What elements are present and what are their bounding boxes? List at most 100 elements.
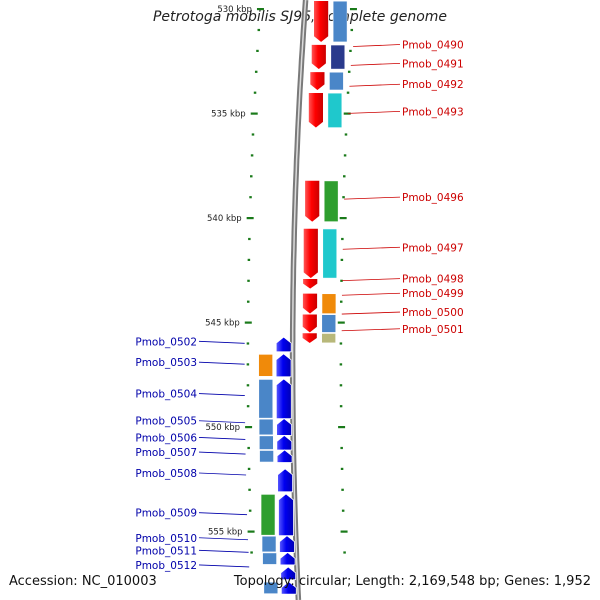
label-leader xyxy=(198,537,249,541)
label-leader xyxy=(344,196,401,200)
tick-mark-inner xyxy=(246,363,250,366)
tick-mark-outer xyxy=(349,8,357,11)
cds-arrow-Pmob_0500 xyxy=(301,313,318,334)
tick-mark-outer xyxy=(340,530,348,533)
label-leader xyxy=(198,549,249,553)
cog-bar-Pmob_0504 xyxy=(258,379,274,419)
gene-label-Pmob_0508: Pmob_0508 xyxy=(135,468,197,480)
tick-mark-inner xyxy=(247,467,251,470)
gene-label-Pmob_0504: Pmob_0504 xyxy=(135,389,197,401)
tick-mark-outer xyxy=(339,342,343,345)
tick-mark-outer xyxy=(339,363,343,366)
cog-bar-Pmob_0511 xyxy=(262,552,277,565)
cog-bar-Pmob_0496 xyxy=(323,180,339,222)
tick-mark-inner xyxy=(246,342,250,345)
label-leader xyxy=(347,111,401,114)
tick-mark-outer xyxy=(346,91,350,94)
label-leader xyxy=(341,292,401,296)
cog-bar-Pmob_0506 xyxy=(259,435,274,450)
label-leader xyxy=(353,44,401,47)
label-leader xyxy=(341,328,401,332)
tick-mark-inner xyxy=(254,70,258,73)
tick-mark-outer xyxy=(341,509,345,512)
gene-label-Pmob_0503: Pmob_0503 xyxy=(135,357,197,369)
tick-mark-outer xyxy=(341,237,344,241)
cds-arrow-Pmob_0502 xyxy=(275,336,292,353)
accession-text: Accession: NC_010003 xyxy=(9,574,157,589)
scale-label: 540 kbp xyxy=(207,214,242,224)
genome-backbone-highlight xyxy=(291,0,307,600)
label-leader xyxy=(198,361,245,365)
tick-mark-outer xyxy=(340,258,344,261)
tick-mark-outer xyxy=(349,49,352,52)
gene-label-Pmob_0491: Pmob_0491 xyxy=(402,58,464,70)
cds-arrow-Pmob_0493 xyxy=(307,92,324,129)
cds-arrow-Pmob_0508 xyxy=(277,468,294,493)
tick-mark-inner xyxy=(250,112,258,115)
tick-mark-outer xyxy=(344,133,348,136)
tick-mark-inner xyxy=(247,446,250,450)
label-leader xyxy=(198,393,245,396)
tick-mark-inner xyxy=(253,91,257,94)
map-title: Petrotoga mobilis SJ95, complete genome xyxy=(152,9,448,25)
tick-mark-inner xyxy=(248,237,251,241)
label-leader xyxy=(198,420,246,424)
cds-arrow-Pmob_0507 xyxy=(276,449,293,463)
label-leader xyxy=(198,437,246,440)
tick-mark-inner xyxy=(246,300,250,303)
label-leader xyxy=(349,83,401,87)
tick-mark-inner xyxy=(257,28,261,32)
cog-bar-Pmob_0507 xyxy=(259,450,274,463)
cds-arrow-Pmob_0498 xyxy=(302,278,319,290)
cds-arrow-Pmob_0499 xyxy=(302,292,318,315)
cog-bar-Pmob_0509 xyxy=(260,494,276,536)
tick-mark-inner xyxy=(246,405,250,408)
tick-mark-inner xyxy=(256,49,259,52)
tick-mark-outer xyxy=(350,28,354,32)
tick-mark-outer xyxy=(339,384,343,387)
tick-mark-inner xyxy=(247,530,255,533)
gene-label-Pmob_0493: Pmob_0493 xyxy=(402,106,464,118)
cog-bar-Pmob_0499 xyxy=(321,293,337,314)
cds-arrow-Pmob_0490 xyxy=(313,0,330,43)
tick-mark-inner xyxy=(244,321,252,324)
scale-label: 545 kbp xyxy=(205,319,240,329)
gene-label-Pmob_0497: Pmob_0497 xyxy=(402,242,464,254)
tick-mark-outer xyxy=(337,321,345,324)
tick-mark-inner xyxy=(256,8,264,11)
cog-bar-Pmob_0497 xyxy=(322,228,338,279)
cog-bar-Pmob_0501 xyxy=(321,333,336,344)
cds-arrow-Pmob_0512 xyxy=(280,566,297,580)
cog-bar-Pmob_0492 xyxy=(329,71,344,91)
label-leader xyxy=(350,62,401,66)
tick-mark-inner xyxy=(249,196,252,199)
label-leader xyxy=(198,564,250,568)
cds-arrow-Pmob_0505 xyxy=(276,418,293,436)
gene-label-Pmob_0510: Pmob_0510 xyxy=(135,533,197,545)
tick-mark-inner xyxy=(251,133,255,136)
gene-label-Pmob_0501: Pmob_0501 xyxy=(402,324,464,336)
tick-mark-outer xyxy=(338,426,346,429)
tick-mark-outer xyxy=(339,405,343,408)
cds-arrow-Pmob_0492 xyxy=(309,71,326,92)
tick-mark-outer xyxy=(347,70,351,73)
tick-mark-outer xyxy=(342,196,345,199)
cog-bar-Pmob_0490 xyxy=(332,0,348,43)
label-leader xyxy=(342,246,401,250)
label-leader xyxy=(198,340,245,344)
tick-mark-outer xyxy=(340,467,344,470)
cds-arrow-Pmob_0496 xyxy=(304,179,321,223)
gene-label-Pmob_0498: Pmob_0498 xyxy=(402,274,464,286)
cds-arrow-Pmob_0503 xyxy=(275,353,292,378)
cog-bar-Pmob_0513 xyxy=(263,581,279,594)
cog-bar-Pmob_0493 xyxy=(327,92,343,128)
cds-arrow-Pmob_0491 xyxy=(310,44,327,71)
tick-mark-inner xyxy=(247,258,251,261)
tick-mark-outer xyxy=(343,154,347,157)
gene-label-Pmob_0506: Pmob_0506 xyxy=(135,432,197,444)
tick-mark-inner xyxy=(248,509,252,512)
gene-label-Pmob_0512: Pmob_0512 xyxy=(135,560,197,572)
cds-arrow-Pmob_0509 xyxy=(278,493,294,537)
label-leader xyxy=(341,311,401,315)
